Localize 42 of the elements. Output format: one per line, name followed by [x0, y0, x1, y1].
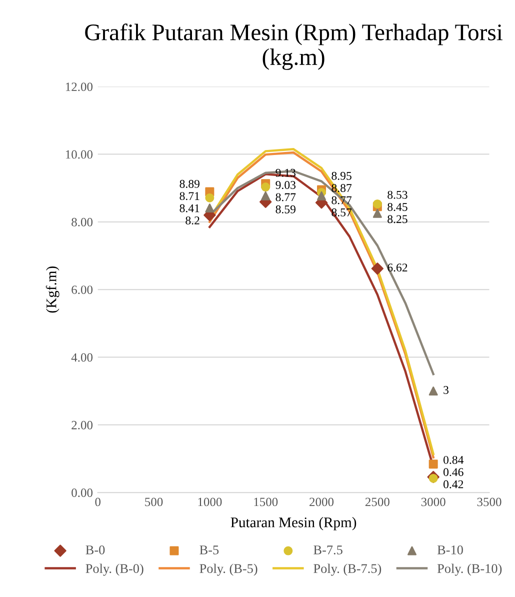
- data-label: 8.25: [388, 215, 408, 224]
- y-axis-title: (Kgf.m): [46, 266, 60, 313]
- legend-label: B-7.5: [314, 546, 342, 554]
- data-label: 8.59: [276, 205, 296, 214]
- y-tick-label: 6.00: [72, 286, 93, 294]
- y-tick-label: 0.00: [72, 488, 93, 498]
- y-tick-label: 8.00: [72, 218, 93, 226]
- x-tick-label: 2500: [365, 498, 390, 506]
- chart-title: Grafik Putaran Mesin (Rpm) Terhadap Torsi (kg.m): [85, 24, 502, 70]
- y-tick-label: 10.00: [66, 150, 93, 159]
- data-label: 9.03: [276, 181, 296, 190]
- x-tick-label: 500: [145, 498, 163, 506]
- x-tick-label: 1000: [198, 498, 222, 506]
- data-label: 0.42: [444, 480, 464, 488]
- data-label: 0.84: [444, 456, 464, 464]
- data-label: 8.71: [180, 192, 200, 200]
- data-label: 8.45: [388, 203, 408, 212]
- x-tick-label: 0: [95, 498, 100, 506]
- legend-label: Poly. (B-5): [200, 564, 258, 576]
- legend-label: B-0: [86, 545, 105, 554]
- legend-label: Poly. (B-7.5): [314, 564, 382, 576]
- data-label: 8.77: [276, 193, 296, 202]
- data-label: 8.41: [180, 204, 200, 212]
- data-label: 8.95: [332, 172, 352, 180]
- x-tick-label: 3500: [477, 498, 502, 506]
- data-label: 0.46: [444, 468, 464, 476]
- y-tick-label: 12.00: [66, 82, 93, 92]
- x-tick-label: 1500: [254, 498, 278, 506]
- y-tick-label: 2.00: [72, 420, 93, 430]
- x-tick-label: 3000: [421, 498, 446, 506]
- legend-label: B-5: [200, 546, 219, 554]
- y-tick-label: 4.00: [71, 353, 93, 362]
- data-label: 8.2: [186, 216, 200, 224]
- x-tick-label: 2000: [310, 498, 334, 506]
- legend-label: Poly. (B-0): [86, 564, 144, 576]
- legend-label: B-10: [437, 545, 463, 554]
- x-axis-title: Putaran Mesin (Rpm): [230, 517, 356, 530]
- data-label: 6.62: [388, 264, 408, 272]
- data-label: 3: [444, 386, 448, 394]
- legend-label: Poly. (B-10): [437, 564, 502, 576]
- data-label: 8.53: [388, 190, 408, 199]
- data-label: 8.89: [180, 180, 200, 188]
